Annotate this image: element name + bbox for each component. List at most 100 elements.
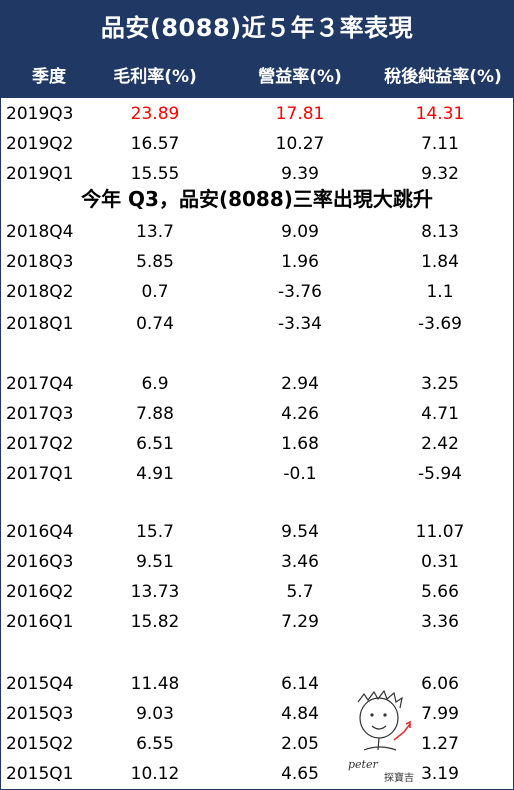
quarter-cell: 2016Q3 — [6, 552, 74, 572]
operating-margin-cell: -3.76 — [278, 282, 322, 302]
gross-margin-cell: 13.73 — [130, 582, 180, 602]
net-margin-cell: 1.1 — [426, 282, 454, 302]
operating-margin-cell: 3.46 — [281, 552, 319, 572]
signature-name: peter — [348, 758, 378, 771]
quarter-cell: 2018Q2 — [6, 282, 74, 302]
table-row: 2018Q2 0.7 -3.76 1.1 — [0, 278, 514, 308]
net-margin-cell: 9.32 — [421, 164, 459, 184]
table-row: 2016Q4 15.7 9.54 11.07 — [0, 518, 514, 548]
table-row: 2017Q1 4.91 -0.1 -5.94 — [0, 460, 514, 490]
table-row: 2018Q3 5.85 1.96 1.84 — [0, 248, 514, 278]
quarter-cell: 2015Q4 — [6, 674, 74, 694]
table-row: 2017Q3 7.88 4.26 4.71 — [0, 400, 514, 430]
gross-margin-cell: 13.7 — [136, 222, 174, 242]
net-margin-cell: 5.66 — [421, 582, 459, 602]
table-row: 2016Q3 9.51 3.46 0.31 — [0, 548, 514, 578]
table-row: 2015Q3 9.03 4.84 7.99 — [0, 700, 514, 730]
table-row: 2019Q1 15.55 9.39 9.32 — [0, 160, 514, 190]
quarter-cell: 2015Q2 — [6, 734, 74, 754]
gross-margin-cell: 23.89 — [130, 104, 180, 124]
gross-margin-cell: 0.7 — [141, 282, 169, 302]
gross-margin-cell: 10.12 — [130, 764, 180, 784]
table-row: 2018Q1 0.74 -3.34 -3.69 — [0, 310, 514, 340]
table-header: 品安(8088)近５年３率表現 季度 毛利率(%) 營益率(%) 稅後純益率(%… — [0, 0, 514, 98]
table-row: 2019Q2 16.57 10.27 7.11 — [0, 130, 514, 160]
operating-margin-cell: 6.14 — [281, 674, 319, 694]
net-margin-cell: 6.06 — [421, 674, 459, 694]
gross-margin-cell: 5.85 — [136, 252, 174, 272]
column-header-gross-margin: 毛利率(%) — [113, 67, 197, 87]
net-margin-cell: -3.69 — [418, 314, 462, 334]
operating-margin-cell: 9.09 — [281, 222, 319, 242]
operating-margin-cell: 9.54 — [281, 522, 319, 542]
gross-margin-cell: 6.51 — [136, 434, 174, 454]
table-row: 2018Q4 13.7 9.09 8.13 — [0, 218, 514, 248]
operating-margin-cell: 1.96 — [281, 252, 319, 272]
table-row: 2019Q3 23.89 17.81 14.31 — [0, 100, 514, 130]
quarter-cell: 2018Q3 — [6, 252, 74, 272]
operating-margin-cell: 7.29 — [281, 612, 319, 632]
quarter-cell: 2015Q1 — [6, 764, 74, 784]
gross-margin-cell: 7.88 — [136, 404, 174, 424]
gross-margin-cell: 15.55 — [130, 164, 180, 184]
net-margin-cell: 3.36 — [421, 612, 459, 632]
table-row: 2017Q2 6.51 1.68 2.42 — [0, 430, 514, 460]
highlight-note: 今年 Q3，品安(8088)三率出現大跳升 — [81, 187, 433, 211]
operating-margin-cell: 4.84 — [281, 704, 319, 724]
quarter-cell: 2017Q4 — [6, 374, 74, 394]
operating-margin-cell: -0.1 — [283, 464, 317, 484]
gross-margin-cell: 6.55 — [136, 734, 174, 754]
net-margin-cell: 7.99 — [421, 704, 459, 724]
column-header-operating-margin: 營益率(%) — [258, 67, 342, 87]
gross-margin-cell: 4.91 — [136, 464, 174, 484]
author-signature-doodle: peter 探寶吉 — [348, 689, 414, 784]
quarter-cell: 2016Q1 — [6, 612, 74, 632]
quarter-cell: 2019Q1 — [6, 164, 74, 184]
net-margin-cell: 0.31 — [421, 552, 459, 572]
quarter-cell: 2018Q4 — [6, 222, 74, 242]
signature-subtitle: 探寶吉 — [384, 771, 414, 784]
column-header-quarter: 季度 — [32, 67, 66, 87]
gross-margin-cell: 16.57 — [130, 134, 180, 154]
quarter-cell: 2018Q1 — [6, 314, 74, 334]
table-row: 2015Q2 6.55 2.05 1.27 — [0, 730, 514, 760]
net-margin-cell: 8.13 — [421, 222, 459, 242]
quarter-cell: 2019Q3 — [6, 104, 74, 124]
net-margin-cell: 2.42 — [421, 434, 459, 454]
gross-margin-cell: 9.03 — [136, 704, 174, 724]
net-margin-cell: 3.19 — [421, 764, 459, 784]
net-margin-cell: 1.84 — [421, 252, 459, 272]
quarter-cell: 2019Q2 — [6, 134, 74, 154]
net-margin-cell: 7.11 — [421, 134, 459, 154]
gross-margin-cell: 6.9 — [141, 374, 169, 394]
gross-margin-cell: 9.51 — [136, 552, 174, 572]
gross-margin-cell: 15.82 — [130, 612, 180, 632]
net-margin-cell: 11.07 — [415, 522, 465, 542]
operating-margin-cell: 10.27 — [275, 134, 325, 154]
operating-margin-cell: 4.26 — [281, 404, 319, 424]
gross-margin-cell: 11.48 — [130, 674, 180, 694]
quarter-cell: 2016Q2 — [6, 582, 74, 602]
gross-margin-cell: 0.74 — [136, 314, 174, 334]
quarter-cell: 2017Q3 — [6, 404, 74, 424]
operating-margin-cell: 4.65 — [281, 764, 319, 784]
table-row: 2016Q1 15.82 7.29 3.36 — [0, 608, 514, 638]
net-margin-cell: 14.31 — [415, 104, 465, 124]
net-margin-cell: 4.71 — [421, 404, 459, 424]
quarter-cell: 2015Q3 — [6, 704, 74, 724]
column-header-net-margin: 稅後純益率(%) — [384, 67, 502, 87]
operating-margin-cell: 5.7 — [286, 582, 314, 602]
quarter-cell: 2017Q1 — [6, 464, 74, 484]
table-row: 2015Q4 11.48 6.14 6.06 — [0, 670, 514, 700]
gross-margin-cell: 15.7 — [136, 522, 174, 542]
operating-margin-cell: 2.05 — [281, 734, 319, 754]
table-row: 2015Q1 10.12 4.65 3.19 — [0, 760, 514, 790]
operating-margin-cell: 2.94 — [281, 374, 319, 394]
net-margin-cell: -5.94 — [418, 464, 462, 484]
table-title: 品安(8088)近５年３率表現 — [100, 14, 414, 42]
operating-margin-cell: 9.39 — [281, 164, 319, 184]
quarter-cell: 2016Q4 — [6, 522, 74, 542]
net-margin-cell: 1.27 — [421, 734, 459, 754]
table-row: 2017Q4 6.9 2.94 3.25 — [0, 370, 514, 400]
net-margin-cell: 3.25 — [421, 374, 459, 394]
